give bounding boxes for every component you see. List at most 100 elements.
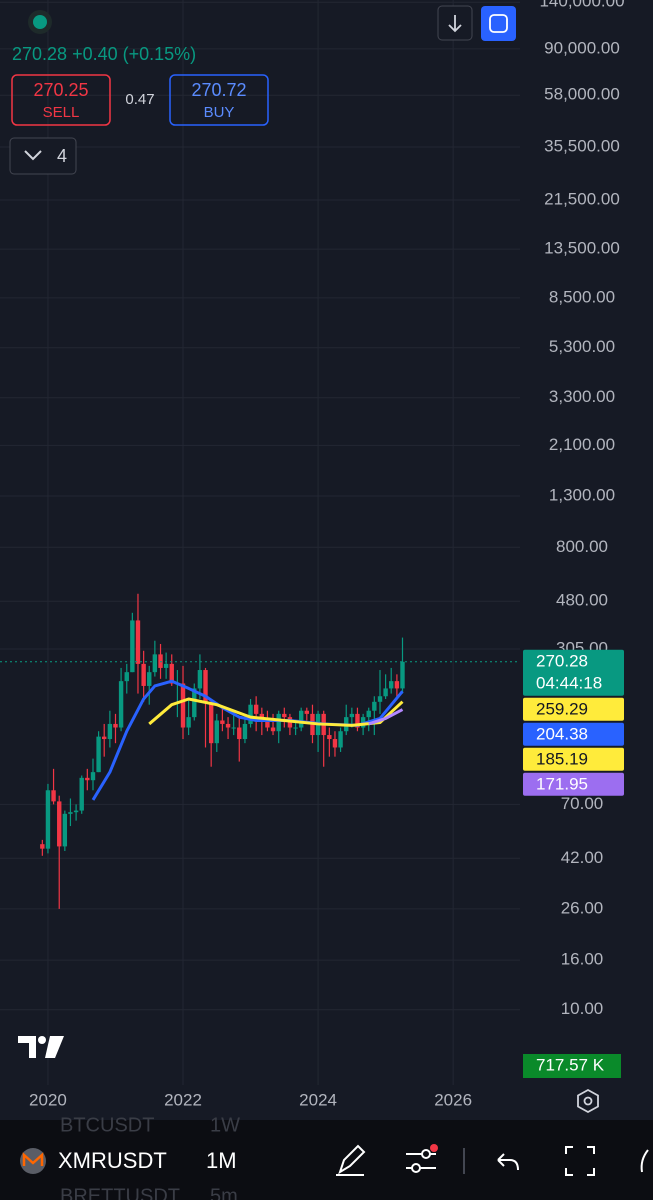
candle-body (265, 720, 270, 728)
candle-body (197, 670, 203, 689)
moving-average (148, 697, 404, 727)
candle-body (270, 727, 276, 732)
moving-average (368, 708, 404, 726)
price-label: 185.19 (536, 749, 588, 768)
candle-body (158, 654, 163, 668)
candle-body (304, 710, 309, 714)
y-tick-label: 35,500.00 (544, 137, 620, 156)
candle-body (253, 704, 259, 714)
volume-label: 717.57 K (536, 1055, 605, 1074)
candle-body (141, 663, 146, 686)
candle-body (90, 772, 96, 781)
candle-body (57, 801, 62, 847)
x-tick-label: 2020 (29, 1090, 67, 1109)
candle-body (366, 710, 371, 718)
candle-body (237, 727, 242, 740)
hole (583, 1096, 593, 1106)
candle-body (85, 777, 90, 781)
candle-body (389, 681, 394, 689)
status-dot (33, 15, 47, 29)
candle-body (79, 777, 84, 811)
candle-body (107, 723, 113, 740)
coin-glyph (22, 1152, 44, 1166)
candle-body (40, 844, 45, 849)
draw-tool[interactable] (336, 1144, 366, 1176)
candle-body (51, 790, 56, 802)
buy-button[interactable] (169, 74, 269, 126)
candle-body (242, 723, 248, 740)
price-label-box (523, 697, 624, 721)
y-tick-label: 140,000.00 (539, 0, 624, 11)
quote-line: 270.28 +0.40 (+0.15%) (12, 44, 196, 64)
price-label: 204.38 (536, 724, 588, 743)
candle-body (186, 717, 191, 728)
candle-body (96, 736, 101, 773)
candle-body (147, 672, 152, 686)
down-arrow (448, 15, 462, 33)
slider-knob (411, 1163, 421, 1173)
undo[interactable] (497, 1153, 519, 1171)
ghost-interval: 1W (210, 1114, 240, 1136)
candle-body (282, 713, 287, 718)
interval[interactable]: 1M (206, 1148, 237, 1173)
change-pct: (+0.15%) (123, 44, 197, 64)
settings-icon[interactable] (577, 1088, 599, 1114)
change: +0.40 (72, 44, 118, 64)
y-tick-label: 21,500.00 (544, 189, 620, 208)
candle-body (130, 620, 135, 673)
candle-body (332, 739, 338, 748)
y-tick-label: 70.00 (561, 794, 604, 813)
candle-body (169, 663, 174, 684)
candle-body (135, 620, 141, 664)
candle-body (377, 696, 383, 702)
candle-body (180, 683, 186, 728)
last-price: 270.28 (12, 44, 67, 64)
plot: 2020 2022 2024 2026 140,000.00 90,000.00 58,00… (0, 0, 625, 1109)
candle-body (68, 812, 73, 814)
candle-body (124, 672, 129, 682)
ghost-symbol: BRETTUSDT (60, 1185, 180, 1200)
slider-knob (421, 1149, 431, 1159)
indicators-toggle[interactable] (9, 137, 77, 175)
x-tick-label: 2026 (434, 1090, 472, 1109)
candle-body (152, 654, 158, 673)
candle-body (372, 701, 377, 711)
y-tick-label: 480.00 (556, 591, 608, 610)
indicator-count: 4 (57, 146, 67, 166)
candle-body (45, 790, 51, 849)
price-label-box (523, 722, 624, 746)
indicator-tool[interactable] (406, 1144, 438, 1173)
y-tick-label: 13,500.00 (544, 239, 620, 258)
candle-body (220, 720, 225, 724)
candle-body (73, 810, 79, 813)
candle-body (225, 723, 231, 728)
y-tick-label: 800.00 (556, 537, 608, 556)
candle-body (163, 663, 169, 668)
price-label-box (523, 772, 624, 796)
y-tick-label: 90,000.00 (544, 38, 620, 57)
candle-body (231, 727, 236, 729)
chevron (24, 150, 42, 161)
price-label: 259.29 (536, 699, 588, 718)
y-tick-label: 42.00 (561, 848, 604, 867)
fullscreen[interactable] (565, 1146, 595, 1176)
sell-button[interactable] (11, 74, 111, 126)
y-tick-label: 58,000.00 (544, 85, 620, 104)
fullscreen-button[interactable] (481, 6, 516, 41)
hexagon (577, 1088, 599, 1114)
price-label: 171.95 (536, 774, 588, 793)
candle-body (208, 701, 214, 744)
x-tick-label: 2022 (164, 1090, 202, 1109)
sell-label: SELL (43, 104, 80, 121)
candle-body (248, 704, 253, 724)
logo-part (45, 1036, 64, 1058)
symbol[interactable]: XMRUSDT (58, 1148, 167, 1173)
y-tick-label: 3,300.00 (549, 387, 615, 406)
price-label-box (523, 747, 624, 771)
candle-body (192, 688, 197, 718)
spread: 0.47 (125, 91, 154, 108)
y-tick-label: 16.00 (561, 950, 604, 969)
more[interactable] (640, 1149, 649, 1173)
tv-logo (18, 1036, 64, 1058)
